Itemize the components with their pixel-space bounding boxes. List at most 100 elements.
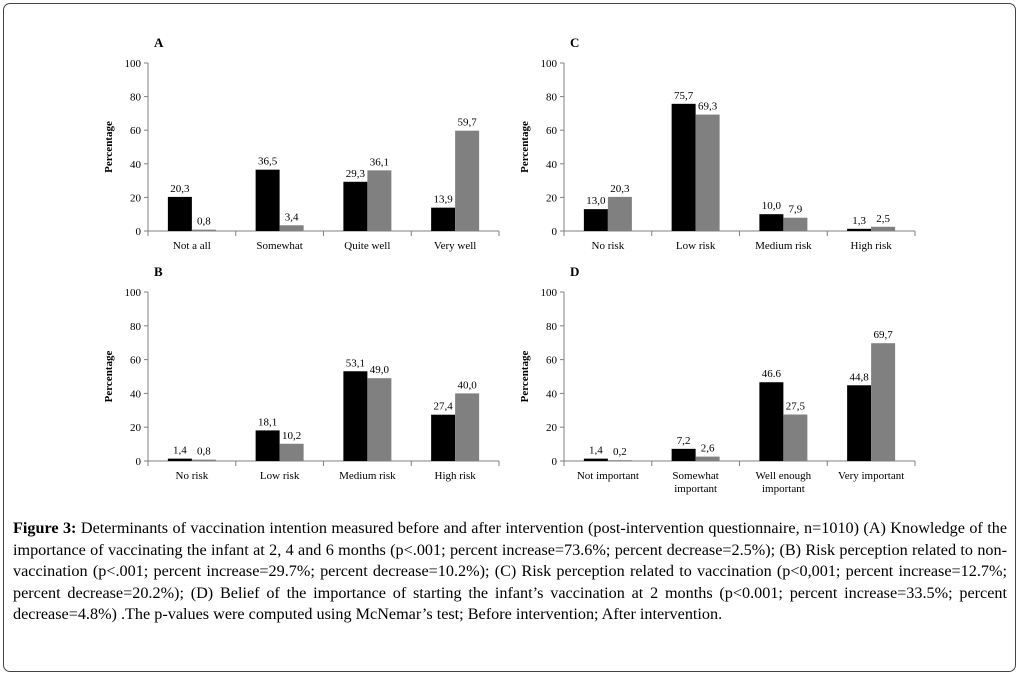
bar (167, 458, 192, 461)
category-label: Medium risk (755, 240, 812, 252)
category-label: Low risk (676, 240, 716, 252)
bar (431, 207, 456, 231)
data-label: 10,2 (282, 430, 301, 442)
y-tick-label: 0 (552, 456, 558, 468)
data-label: 3,4 (285, 211, 299, 223)
y-tick-label: 0 (136, 456, 142, 468)
bar (343, 181, 368, 231)
bar (255, 430, 280, 461)
data-label: 27,5 (786, 401, 806, 413)
bar (847, 228, 872, 231)
y-tick-label: 60 (546, 355, 558, 367)
category-label: Well enough (756, 470, 812, 482)
data-label: 0,8 (197, 446, 211, 458)
y-tick-label: 80 (130, 321, 142, 333)
y-tick-label: 40 (546, 159, 558, 171)
category-label: Very well (434, 240, 476, 252)
data-label: 69,3 (698, 101, 718, 113)
y-tick-label: 40 (130, 159, 142, 171)
chart-panel-a: A 0 20 40 60 80 100 Percentage 20,3 0,8 Not a all 3… (103, 35, 500, 252)
data-label: 75,7 (674, 90, 694, 102)
bar (279, 225, 304, 231)
data-label: 36,1 (370, 156, 389, 168)
data-label: 2,6 (701, 443, 715, 455)
panel-letter: C (570, 35, 579, 50)
data-label: 20,3 (170, 183, 190, 195)
data-label: 29,3 (346, 168, 366, 180)
y-tick-label: 0 (552, 226, 558, 238)
figure-caption: Figure 3: Determinants of vaccination in… (13, 518, 1007, 626)
y-tick-label: 0 (136, 226, 142, 238)
bar (759, 214, 784, 231)
data-label: 1,4 (173, 445, 187, 457)
data-label: 2,5 (876, 213, 890, 225)
category-label: High risk (851, 240, 893, 252)
data-label: 20,3 (610, 183, 630, 195)
bar (455, 130, 480, 231)
y-tick-label: 100 (125, 58, 142, 70)
caption-label: Figure 3: (13, 519, 77, 537)
bar (871, 226, 896, 231)
bar (847, 385, 872, 461)
y-tick-label: 80 (546, 92, 558, 104)
bar (431, 414, 456, 461)
y-tick-label: 60 (130, 125, 142, 137)
chart-panel-c: C 0 20 40 60 80 100 Percentage 13,0 20,3 No risk 75… (519, 35, 916, 252)
data-label: 13,9 (434, 194, 454, 206)
charts-area: A 0 20 40 60 80 100 Percentage 20,3 0,8 Not a all 3… (103, 35, 916, 495)
bar (783, 217, 808, 231)
data-label: 40,0 (458, 379, 478, 391)
data-label: 49,0 (370, 364, 390, 376)
category-label: No risk (592, 240, 625, 252)
category-label: Very important (838, 470, 904, 482)
bar (607, 460, 632, 461)
bar (695, 114, 720, 231)
bar (367, 378, 392, 461)
data-label: 59,7 (458, 117, 478, 129)
bar (583, 458, 608, 461)
data-label: 13,0 (586, 195, 606, 207)
data-label: 0,2 (613, 446, 627, 458)
bar (455, 393, 480, 461)
y-tick-label: 80 (130, 92, 142, 104)
category-label: Medium risk (339, 470, 396, 482)
data-label: 46.6 (762, 368, 782, 380)
y-tick-label: 20 (130, 192, 142, 204)
y-axis-title: Percentage (103, 121, 115, 173)
bar (191, 459, 216, 461)
category-label: important (674, 483, 717, 495)
category-label: Low risk (260, 470, 300, 482)
bar (583, 209, 608, 231)
y-axis-title: Percentage (519, 121, 531, 173)
bar (191, 229, 216, 231)
bar (695, 456, 720, 461)
data-label: 7,9 (789, 204, 803, 216)
category-label: important (762, 483, 805, 495)
y-tick-label: 20 (130, 422, 142, 434)
bar (871, 343, 896, 461)
chart-panel-d: D 0 20 40 60 80 100 Percentage 1,4 0,2 Not importa… (519, 264, 916, 495)
data-label: 1,4 (589, 445, 603, 457)
caption-text: Determinants of vaccination intention me… (13, 519, 1008, 624)
y-tick-label: 60 (546, 125, 558, 137)
bar (167, 196, 192, 231)
y-tick-label: 40 (130, 388, 142, 400)
data-label: 69,7 (874, 329, 894, 341)
bar (759, 382, 784, 461)
y-axis-title: Percentage (519, 351, 531, 403)
data-label: 44,8 (850, 371, 870, 383)
data-label: 53,1 (346, 357, 365, 369)
y-tick-label: 40 (546, 388, 558, 400)
y-tick-label: 60 (130, 355, 142, 367)
bar (671, 103, 696, 231)
y-tick-label: 20 (546, 422, 558, 434)
category-label: Somewhat (256, 240, 302, 252)
category-label: Not a all (173, 240, 211, 252)
data-label: 1,3 (852, 215, 866, 227)
y-tick-label: 80 (546, 321, 558, 333)
bar (279, 443, 304, 461)
bar (607, 196, 632, 231)
panel-letter: A (154, 35, 164, 50)
bar (255, 169, 280, 231)
bar (671, 448, 696, 461)
